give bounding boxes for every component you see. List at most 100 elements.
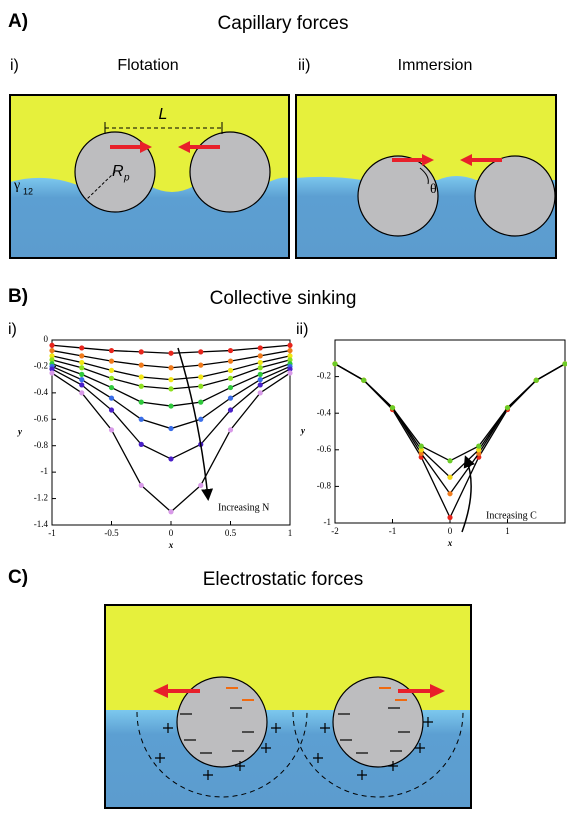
marker <box>79 382 84 387</box>
marker <box>168 386 173 391</box>
marker <box>258 353 263 358</box>
marker <box>228 359 233 364</box>
annotation-arrow <box>178 348 208 498</box>
marker <box>168 509 173 514</box>
x-tick-label: -1 <box>48 528 56 538</box>
marker <box>198 363 203 368</box>
marker <box>168 365 173 370</box>
marker <box>287 348 292 353</box>
marker <box>228 385 233 390</box>
marker <box>447 475 452 480</box>
annotation-arrow <box>462 458 471 532</box>
marker <box>109 427 114 432</box>
sub-label: ii) <box>298 57 310 74</box>
marker <box>198 349 203 354</box>
marker <box>49 343 54 348</box>
radius-subscript: p <box>123 173 130 184</box>
marker <box>139 384 144 389</box>
y-tick-label: -0.6 <box>317 444 332 454</box>
marker <box>476 444 481 449</box>
x-tick-label: 1 <box>288 528 293 538</box>
sub-label: i) <box>8 321 17 338</box>
marker <box>168 377 173 382</box>
y-tick-label: -0.4 <box>317 407 332 417</box>
marker <box>79 372 84 377</box>
y-tick-label: 0 <box>44 334 49 344</box>
marker <box>139 349 144 354</box>
y-tick-label: -1 <box>324 517 332 527</box>
marker <box>79 377 84 382</box>
marker <box>361 378 366 383</box>
marker <box>168 403 173 408</box>
sub-title: Immersion <box>398 57 473 74</box>
sub-title: Flotation <box>117 57 178 74</box>
marker <box>447 458 452 463</box>
immersion-box <box>296 95 556 258</box>
curve <box>52 369 290 459</box>
y-tick-label: -1.4 <box>34 519 49 529</box>
y-tick-label: -0.6 <box>34 413 49 423</box>
marker <box>49 370 54 375</box>
marker <box>198 400 203 405</box>
marker <box>228 376 233 381</box>
marker <box>109 396 114 401</box>
marker <box>258 382 263 387</box>
tension-label: γ <box>13 178 20 193</box>
curve <box>335 364 565 461</box>
marker <box>139 400 144 405</box>
sub-label: ii) <box>296 321 308 338</box>
annotation: Increasing C <box>486 510 537 521</box>
curve <box>335 364 565 494</box>
marker <box>198 384 203 389</box>
marker <box>79 345 84 350</box>
x-tick-label: -2 <box>331 526 339 536</box>
marker <box>168 456 173 461</box>
marker <box>505 405 510 410</box>
marker <box>258 390 263 395</box>
marker <box>109 368 114 373</box>
sub-label: i) <box>10 57 19 74</box>
marker <box>49 348 54 353</box>
marker <box>228 407 233 412</box>
curve <box>52 373 290 512</box>
panel-title: Collective sinking <box>210 288 357 309</box>
marker <box>109 376 114 381</box>
x-tick-label: -1 <box>389 526 397 536</box>
marker <box>139 363 144 368</box>
marker <box>287 343 292 348</box>
tension-subscript: 12 <box>23 186 33 196</box>
y-axis-label: y <box>300 426 306 436</box>
y-tick-label: -1 <box>41 466 49 476</box>
annotation: Increasing N <box>218 502 269 513</box>
x-axis-label: x <box>168 540 174 550</box>
electrostatic-box <box>105 605 471 808</box>
marker <box>109 359 114 364</box>
marker <box>287 370 292 375</box>
marker <box>228 427 233 432</box>
marker <box>109 385 114 390</box>
panel-title: Electrostatic forces <box>203 569 364 590</box>
marker <box>447 491 452 496</box>
marker <box>258 345 263 350</box>
panel-label: A) <box>8 11 28 32</box>
marker <box>139 374 144 379</box>
marker <box>228 396 233 401</box>
marker <box>109 407 114 412</box>
marker <box>390 405 395 410</box>
marker <box>198 483 203 488</box>
radius-label: R <box>112 163 124 180</box>
marker <box>139 442 144 447</box>
marker <box>79 390 84 395</box>
flotation-box <box>10 95 289 258</box>
x-axis-label: x <box>447 538 453 548</box>
panel-label: C) <box>8 567 28 588</box>
marker <box>228 348 233 353</box>
y-tick-label: -0.8 <box>34 440 49 450</box>
marker <box>109 348 114 353</box>
panel-title: Capillary forces <box>218 13 349 34</box>
marker <box>419 444 424 449</box>
curve <box>52 366 290 428</box>
marker <box>168 426 173 431</box>
y-tick-label: -0.2 <box>317 371 331 381</box>
angle-label: θ <box>430 182 437 197</box>
